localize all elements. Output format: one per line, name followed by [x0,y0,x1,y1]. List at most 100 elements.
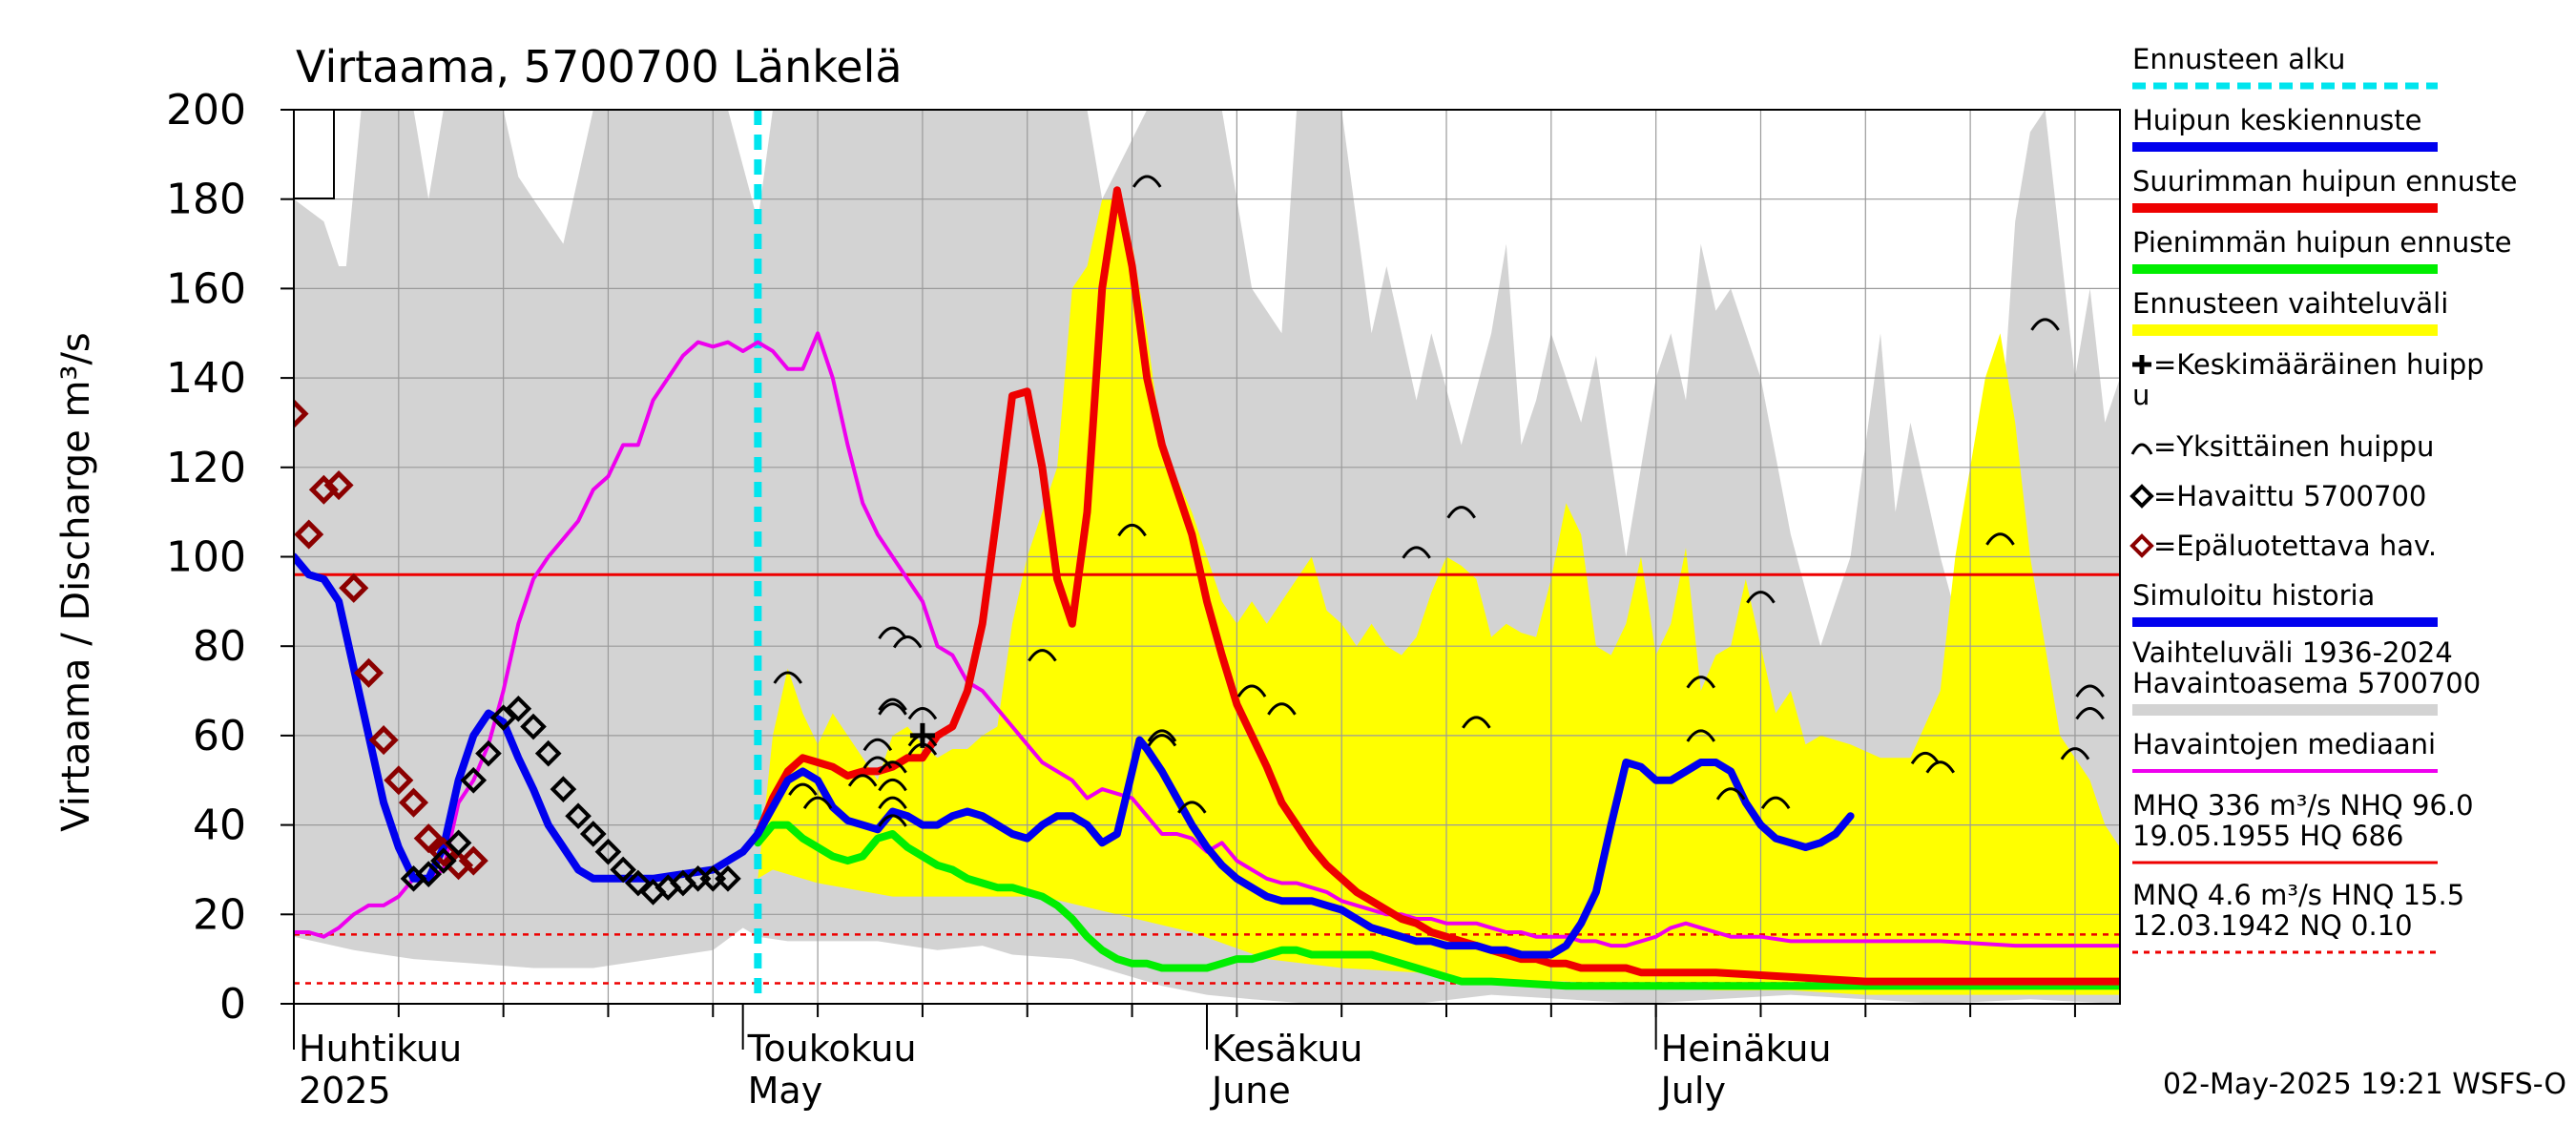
x-month-label: Toukokuu [747,1028,917,1070]
peak-marker [802,796,833,810]
y-tick-label: 0 [219,980,246,1029]
legend-label-history_range: Vaihteluväli 1936-2024 [2132,636,2453,669]
observed-marker [505,695,532,722]
observed-marker [565,802,592,830]
corner-box [294,109,335,199]
legend-label-peak: =Yksittäinen huippu [2153,430,2434,463]
peak-marker [878,814,907,827]
legend-label-mean_marker: =Keskimääräinen huipp [2153,348,2484,381]
peak-marker [1760,796,1791,810]
legend-label-forecast_start: Ennusteen alku [2132,43,2345,75]
peak-marker [1462,716,1491,729]
observed-marker [715,864,741,892]
legend-label-mean_peak: Huipun keskiennuste [2132,104,2422,136]
timestamp: 02-May-2025 19:21 WSFS-O [2163,1068,2566,1101]
legend-label2-mean_marker: u [2132,379,2150,411]
peak-marker [1236,684,1267,697]
x-month-label: Heinäkuu [1661,1028,1832,1070]
observed-marker [550,776,577,802]
peak-marker [878,778,907,792]
peak-marker [1117,523,1147,537]
observed-marker [594,838,622,865]
legend-label-mnq: MNQ 4.6 m³/s HNQ 15.5 [2132,879,2464,911]
y-tick-label: 200 [166,86,246,135]
peak-marker [788,782,818,796]
peak-marker [2030,318,2060,331]
peak-marker [1402,546,1431,559]
peak-marker [1177,801,1207,814]
x-month-label: Huhtikuu [299,1028,462,1070]
chart-title: Virtaama, 5700700 Länkelä [296,41,903,93]
y-tick-label: 80 [193,622,246,671]
peak-marker [1686,729,1715,742]
observed-marker [415,861,443,887]
series-line-4 [294,331,2120,948]
legend-label-simulated: Simuloitu historia [2132,579,2375,612]
legend-label-min_peak: Pienimmän huipun ennuste [2132,226,2512,259]
unreliable-observation-marker [294,519,324,550]
legend-label-observed: =Havaittu 5700700 [2153,480,2426,512]
unreliable-observation-marker [368,725,399,756]
y-axis-label: Virtaama / Discharge m³/s [54,332,98,832]
peak-marker [2075,707,2105,720]
unreliable-observation-marker [353,657,384,688]
peak-marker [1746,591,1776,604]
legend-swatch-unreliable [2129,533,2154,558]
peak-marker [1686,676,1715,689]
peak-marker [1985,532,2015,546]
peak-marker [1147,734,1177,747]
unreliable-observation-marker [413,823,444,854]
peak-marker [862,756,893,769]
series-line-1 [294,552,1855,959]
peak-marker [878,697,907,711]
y-tick-label: 180 [166,176,246,224]
peak-marker [1446,506,1476,519]
peak-marker [1267,702,1297,716]
observed-marker [625,869,652,897]
observed-marker [475,739,502,767]
legend-label-max_peak: Suurimman huipun ennuste [2132,165,2518,198]
mean-peak-marker [909,722,935,748]
peak-marker [862,738,893,752]
x-month-sublabel: May [748,1070,823,1112]
y-tick-label: 60 [193,712,246,760]
legend-swatch-observed [2129,484,2154,509]
peak-marker [1715,787,1746,801]
peak-marker [1028,649,1057,662]
peak-marker [1132,175,1162,188]
unreliable-observation-marker [294,399,309,429]
unreliable-observation-marker [339,572,369,603]
y-tick-label: 120 [166,444,246,492]
x-month-sublabel: June [1210,1070,1291,1112]
peak-marker [878,702,907,716]
x-month-sublabel: 2025 [299,1070,391,1112]
peak-marker [1925,760,1956,774]
peak-marker [1147,729,1177,742]
peak-marker [878,796,907,810]
observed-marker [430,847,457,874]
unreliable-observation-marker [308,474,339,505]
legend-label2-history_range: Havaintoasema 5700700 [2132,667,2481,699]
legend-label-median: Havaintojen mediaani [2132,728,2436,760]
x-month-label: Kesäkuu [1212,1028,1363,1070]
legend-label2-mnq: 12.03.1942 NQ 0.10 [2132,909,2413,942]
legend-swatch-peak [2130,443,2153,455]
observed-marker [460,766,488,794]
series-line-3 [754,821,2120,990]
peak-marker [878,760,907,774]
legend-label-mhq: MHQ 336 m³/s NHQ 96.0 [2132,789,2474,822]
unreliable-observation-marker [384,765,414,796]
peak-marker [847,774,878,787]
peak-marker [878,626,907,639]
legend-label2-mhq: 19.05.1955 HQ 686 [2132,820,2403,852]
observed-marker [534,739,562,767]
unreliable-observation-marker [458,845,488,876]
peak-marker [892,635,923,649]
y-tick-label: 40 [193,802,246,850]
observed-marker [489,704,517,731]
unreliable-observation-marker [398,787,429,818]
observed-marker [610,856,636,884]
y-tick-label: 20 [193,890,246,939]
peak-marker [1910,751,1941,765]
